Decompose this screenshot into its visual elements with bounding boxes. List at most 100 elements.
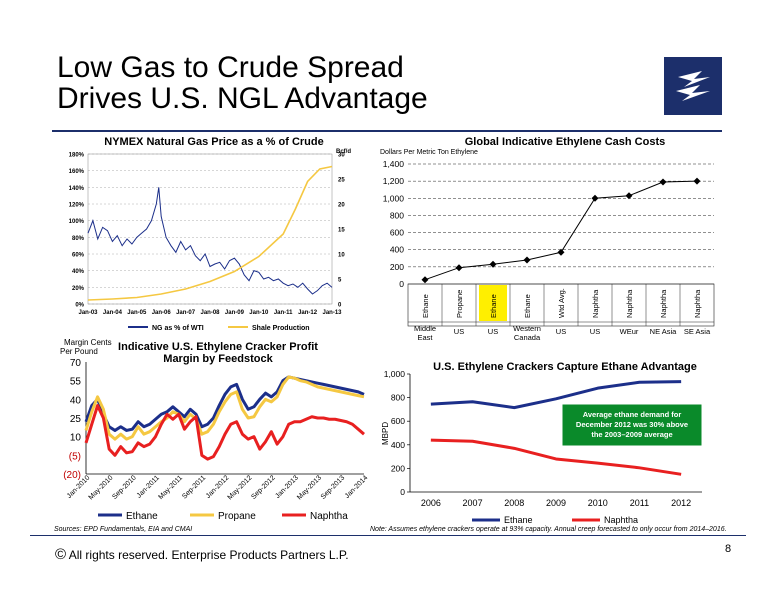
lightning-bolt-icon bbox=[676, 71, 710, 101]
y-tick-label: 800 bbox=[391, 393, 405, 403]
legend-label: Ethane bbox=[126, 511, 158, 522]
y-tick-label: 0% bbox=[75, 303, 84, 309]
x-tick-label: Jan-05 bbox=[127, 310, 147, 316]
chart-subtitle: Dollars Per Metric Ton Ethylene bbox=[380, 149, 478, 156]
data-point bbox=[523, 256, 531, 264]
category-label: Naphtha bbox=[591, 289, 600, 318]
category-label: Propane bbox=[455, 290, 464, 318]
category-table bbox=[407, 283, 715, 327]
x-tick-label: Jan-08 bbox=[200, 310, 220, 316]
y2-tick-label: 10 bbox=[338, 253, 345, 259]
y-tick-label: 160% bbox=[69, 169, 85, 175]
y-tick-label: 40% bbox=[72, 269, 85, 275]
y-tick-label: 1,000 bbox=[384, 369, 406, 379]
chart3-title: Indicative U.S. Ethylene Cracker Profit … bbox=[118, 341, 318, 365]
x-tick-label: Sep-2012 bbox=[250, 474, 276, 500]
y-tick-label: 70 bbox=[70, 358, 82, 369]
legend-label: NG as % of WTI bbox=[152, 325, 204, 332]
x-tick-label: May-2011 bbox=[157, 474, 184, 501]
y-tick-label: 1,200 bbox=[383, 176, 405, 186]
x-tick-label: Sep-2013 bbox=[320, 474, 346, 500]
y-tick-label: (20) bbox=[63, 470, 81, 481]
x-tick-label: Jan-12 bbox=[298, 310, 318, 316]
copyright-text: All rights reserved. Enterprise Products… bbox=[68, 548, 349, 562]
category-label: Ethane bbox=[421, 294, 430, 318]
page-title: Low Gas to Crude Spread Drives U.S. NGL … bbox=[57, 52, 428, 114]
x-tick-label: 2009 bbox=[546, 498, 566, 508]
y-axis-label: Margin Cents bbox=[64, 338, 112, 347]
chart4-title: U.S. Ethylene Crackers Capture Ethane Ad… bbox=[433, 361, 697, 373]
y-tick-label: 180% bbox=[69, 153, 85, 159]
highlight-cell bbox=[479, 285, 507, 321]
y2-tick-label: 15 bbox=[338, 228, 345, 234]
data-point bbox=[693, 177, 701, 185]
data-point bbox=[455, 264, 463, 272]
region-label: US bbox=[454, 327, 464, 336]
data-point bbox=[421, 276, 429, 284]
y2-tick-label: 5 bbox=[338, 278, 342, 284]
data-point bbox=[659, 178, 667, 186]
y-axis-label: MBPD bbox=[381, 422, 390, 445]
annotation-bg bbox=[561, 403, 703, 447]
x-tick-label: Sep-2011 bbox=[181, 474, 207, 500]
y-axis-label: Per Pound bbox=[60, 347, 98, 356]
title-rule bbox=[52, 130, 722, 132]
page-number: 8 bbox=[725, 543, 732, 555]
region-label: Canada bbox=[514, 333, 541, 341]
y-tick-label: 1,000 bbox=[383, 193, 405, 203]
x-tick-label: Jan-13 bbox=[322, 310, 342, 316]
footer-rule bbox=[30, 535, 746, 536]
copyright: © All rights reserved. Enterprise Produc… bbox=[55, 546, 349, 563]
region-label: WEur bbox=[620, 327, 639, 336]
y-tick-label: 800 bbox=[390, 210, 404, 220]
category-label: Naphtha bbox=[693, 289, 702, 318]
x-tick-label: 2011 bbox=[630, 498, 649, 508]
x-tick-label: Jan-07 bbox=[176, 310, 196, 316]
legend-label: Naphtha bbox=[604, 515, 638, 525]
y2-tick-label: 25 bbox=[338, 178, 345, 184]
series-line bbox=[87, 187, 333, 295]
data-point bbox=[489, 260, 497, 268]
chart4-ethane-advantage: 0 200 400 600 800 1,000 MBPD 2006 2007 2008 2009 20… bbox=[381, 369, 703, 525]
y-tick-label: 600 bbox=[391, 416, 405, 426]
legend-label: Naphtha bbox=[310, 511, 348, 522]
series-line bbox=[430, 380, 682, 410]
y-tick-label: 400 bbox=[391, 440, 405, 450]
category-label: Ethane bbox=[523, 294, 532, 318]
y-tick-label: 80% bbox=[72, 236, 85, 242]
category-label: Naphtha bbox=[659, 289, 668, 318]
y-tick-label: 0 bbox=[400, 487, 405, 497]
series-line bbox=[84, 404, 365, 461]
footnote: Note: Assumes ethylene crackers operate … bbox=[370, 526, 727, 533]
copyright-symbol: © bbox=[55, 546, 67, 563]
y2-tick-label: 0 bbox=[338, 303, 342, 309]
y-tick-label: 1,400 bbox=[383, 159, 405, 169]
annotation-text: December 2012 was 30% above bbox=[576, 420, 688, 429]
series-line bbox=[424, 180, 698, 281]
x-tick-label: Jan-2014 bbox=[344, 474, 370, 500]
data-point bbox=[557, 248, 565, 256]
y-tick-label: 600 bbox=[390, 228, 404, 238]
x-tick-label: Jan-06 bbox=[152, 310, 172, 316]
y-tick-label: (5) bbox=[69, 451, 81, 462]
y-tick-label: 20% bbox=[72, 286, 85, 292]
x-tick-label: Jan-11 bbox=[274, 310, 293, 316]
y2-axis-label: Bcf/d bbox=[336, 149, 351, 155]
x-tick-label: Jan-04 bbox=[103, 310, 123, 316]
legend-label: Ethane bbox=[504, 515, 533, 525]
x-tick-label: May-2010 bbox=[88, 474, 115, 501]
region-label: Middle bbox=[414, 324, 436, 333]
chart1-nymex: 0% 20% 40% 60% 80% 100% 120% 140% 160% 180% 0 5 10 15… bbox=[69, 149, 352, 332]
y-tick-label: 200 bbox=[390, 262, 404, 272]
legend-label: Propane bbox=[218, 511, 256, 522]
region-label: East bbox=[417, 333, 433, 341]
x-tick-label: 2008 bbox=[504, 498, 524, 508]
category-label: Ethane bbox=[489, 294, 498, 318]
series-line bbox=[430, 438, 682, 476]
annotation-text: Average ethane demand for bbox=[583, 410, 682, 419]
data-point bbox=[591, 194, 599, 202]
y-tick-label: 0 bbox=[399, 279, 404, 289]
series-line bbox=[84, 375, 365, 441]
